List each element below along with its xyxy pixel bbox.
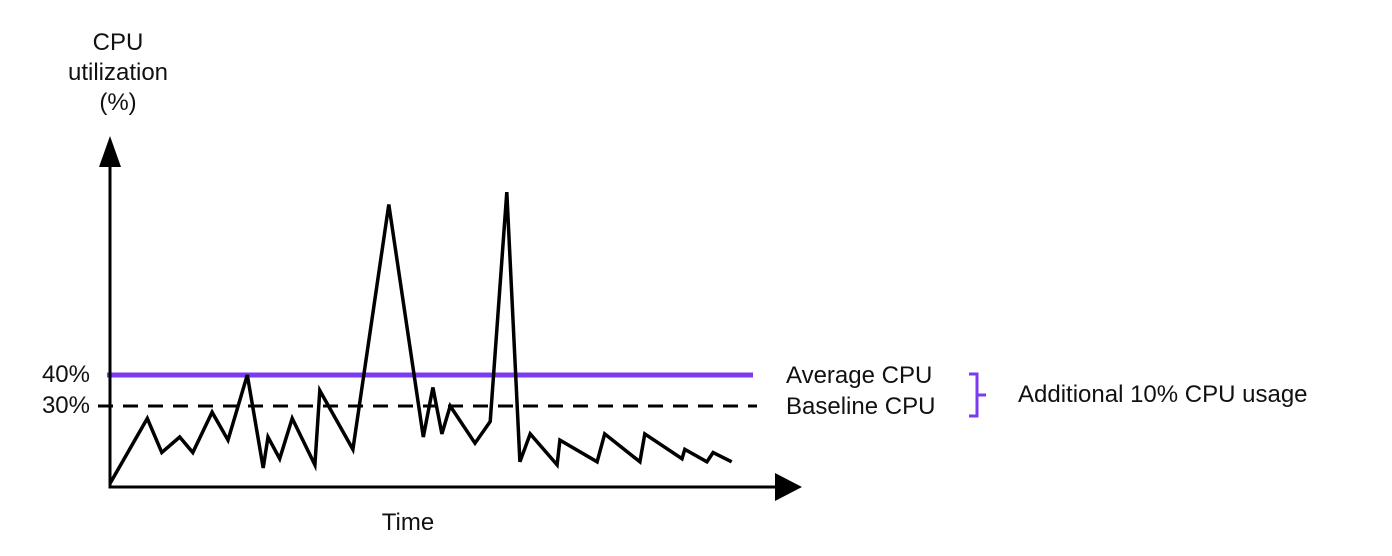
y-tick-label-30: 30% (41, 392, 90, 419)
cpu-series-line (108, 191, 733, 485)
y-axis-title: CPU utilization (%) (67, 29, 169, 116)
y-axis-arrow-icon (99, 136, 121, 167)
gap-brace-icon (969, 372, 986, 418)
average-cpu-label: Average CPU (786, 362, 933, 389)
x-axis-arrow-icon (775, 473, 802, 501)
baseline-cpu-label: Baseline CPU (786, 393, 936, 420)
x-axis-title: Time (381, 509, 435, 536)
y-tick-label-40: 40% (41, 361, 90, 388)
gap-annotation: Additional 10% CPU usage (1018, 381, 1308, 408)
